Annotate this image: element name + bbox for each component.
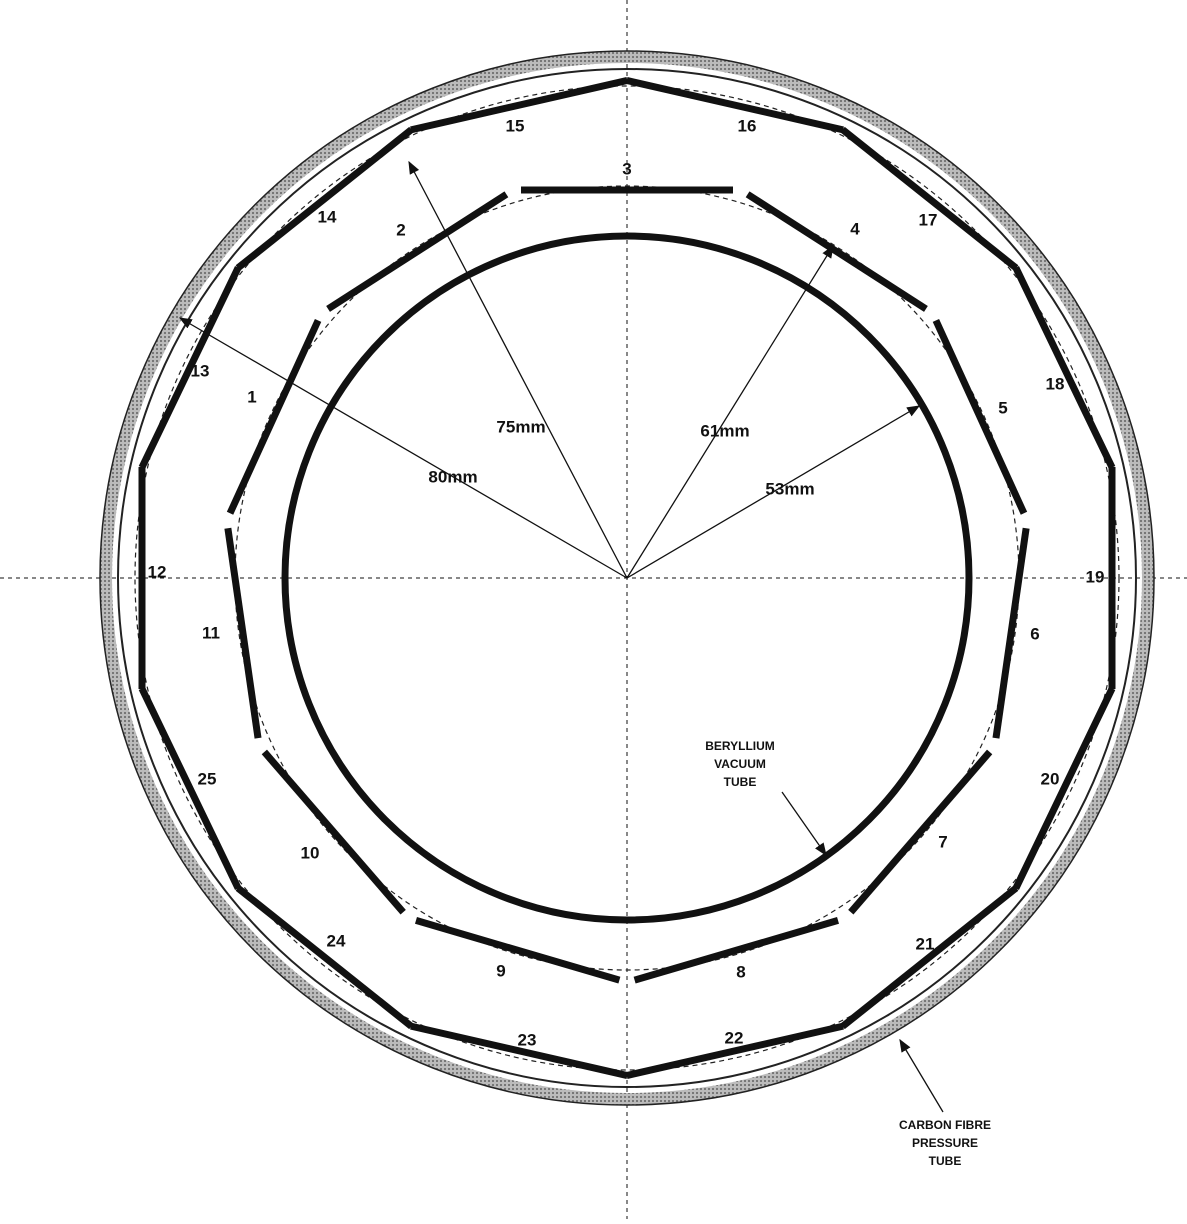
- radius-line: [626, 244, 834, 579]
- segment-label: 14: [318, 207, 337, 226]
- sensor-segment: [840, 126, 1019, 271]
- sensor-segment: [992, 527, 1030, 739]
- carbon-tube-outer: [99, 50, 1155, 1106]
- beryllium-tube: [281, 232, 973, 924]
- segment-label: 17: [919, 210, 938, 229]
- outer-dashed: [134, 85, 1120, 1071]
- radius-label: 61mm: [700, 421, 749, 440]
- sensor-segment: [414, 917, 621, 984]
- segment-label: 25: [198, 769, 217, 788]
- radius-line: [408, 160, 628, 579]
- segment-label: 20: [1041, 769, 1060, 788]
- carbon-label: PRESSURE: [912, 1136, 978, 1150]
- segment-label: 10: [301, 843, 320, 862]
- sensor-segment: [224, 527, 262, 739]
- segment-label: 13: [191, 361, 210, 380]
- segment-label: 12: [148, 562, 167, 581]
- sensor-segment: [1012, 686, 1116, 890]
- segment-label: 6: [1030, 624, 1039, 643]
- segment-label: 1: [247, 387, 256, 406]
- radius-label: 53mm: [765, 479, 814, 498]
- segment-label: 3: [622, 159, 631, 178]
- sensor-segment: [326, 191, 509, 312]
- segment-label: 2: [396, 220, 405, 239]
- sensor-segment: [235, 885, 414, 1030]
- sensor-segment: [1012, 266, 1116, 470]
- radius-line: [178, 317, 628, 579]
- segment-label: 18: [1046, 374, 1065, 393]
- sensor-segment: [235, 126, 414, 271]
- radius-label: 75mm: [496, 417, 545, 436]
- carbon-tube-inner: [117, 68, 1137, 1088]
- segment-label: 5: [998, 398, 1007, 417]
- sensor-segment: [138, 266, 242, 470]
- segment-label: 21: [916, 934, 935, 953]
- callout-arrow: [899, 1038, 944, 1113]
- carbon-tube: [100, 51, 1154, 1105]
- sensor-segment: [932, 318, 1028, 515]
- sensor-segment: [633, 917, 840, 984]
- segment-label: 24: [327, 931, 346, 950]
- segment-label: 7: [938, 832, 947, 851]
- sensor-segment: [625, 77, 844, 134]
- segment-label: 8: [736, 962, 745, 981]
- carbon-label: TUBE: [929, 1154, 962, 1168]
- segment-label: 19: [1086, 567, 1105, 586]
- beryllium-label: TUBE: [724, 775, 757, 789]
- sensor-segment: [138, 686, 242, 890]
- radius-line: [626, 405, 921, 579]
- segment-label: 15: [506, 116, 525, 135]
- sensor-segment: [410, 1022, 629, 1079]
- callout-arrow: [781, 791, 827, 857]
- beryllium-label: BERYLLIUM: [705, 739, 775, 753]
- segment-label: 4: [850, 219, 860, 238]
- segment-label: 23: [518, 1030, 537, 1049]
- sensor-segment: [848, 749, 993, 915]
- segment-label: 16: [738, 116, 757, 135]
- radius-label: 80mm: [428, 467, 477, 486]
- segment-label: 11: [202, 623, 220, 642]
- sensor-segment: [625, 1022, 844, 1079]
- carbon-label: CARBON FIBRE: [899, 1118, 991, 1132]
- sensor-segment: [410, 77, 629, 134]
- beryllium-label: VACUUM: [714, 757, 766, 771]
- sensor-segment: [745, 191, 928, 312]
- segment-label: 22: [725, 1028, 744, 1047]
- sensor-segment: [261, 749, 406, 915]
- sensor-segment: [840, 885, 1019, 1030]
- segment-label: 9: [496, 961, 505, 980]
- sensor-segment: [226, 318, 322, 515]
